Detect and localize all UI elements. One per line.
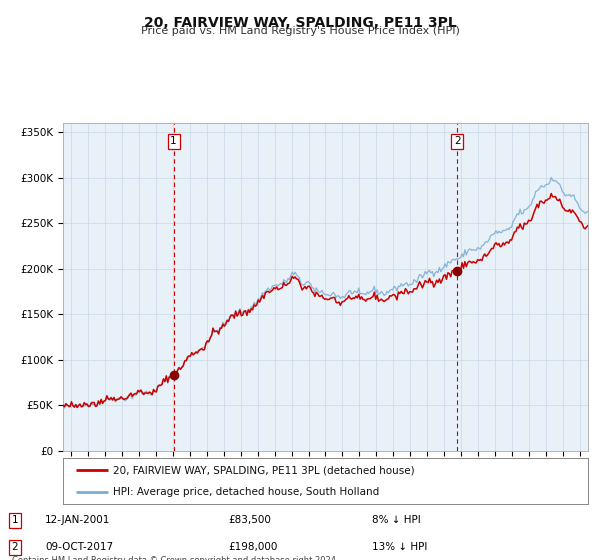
Text: 2: 2 [454,136,461,146]
Text: 20, FAIRVIEW WAY, SPALDING, PE11 3PL: 20, FAIRVIEW WAY, SPALDING, PE11 3PL [143,16,457,30]
Text: £83,500: £83,500 [228,515,271,525]
Text: 12-JAN-2001: 12-JAN-2001 [45,515,110,525]
Text: 1: 1 [170,136,177,146]
Text: 8% ↓ HPI: 8% ↓ HPI [372,515,421,525]
Text: Price paid vs. HM Land Registry's House Price Index (HPI): Price paid vs. HM Land Registry's House … [140,26,460,36]
Text: 09-OCT-2017: 09-OCT-2017 [45,542,113,552]
Text: 2: 2 [11,542,19,552]
Text: 1: 1 [11,515,19,525]
Text: 13% ↓ HPI: 13% ↓ HPI [372,542,427,552]
Text: Contains HM Land Registry data © Crown copyright and database right 2024.
This d: Contains HM Land Registry data © Crown c… [12,556,338,560]
Text: £198,000: £198,000 [228,542,277,552]
Text: 20, FAIRVIEW WAY, SPALDING, PE11 3PL (detached house): 20, FAIRVIEW WAY, SPALDING, PE11 3PL (de… [113,465,415,475]
Text: HPI: Average price, detached house, South Holland: HPI: Average price, detached house, Sout… [113,487,379,497]
